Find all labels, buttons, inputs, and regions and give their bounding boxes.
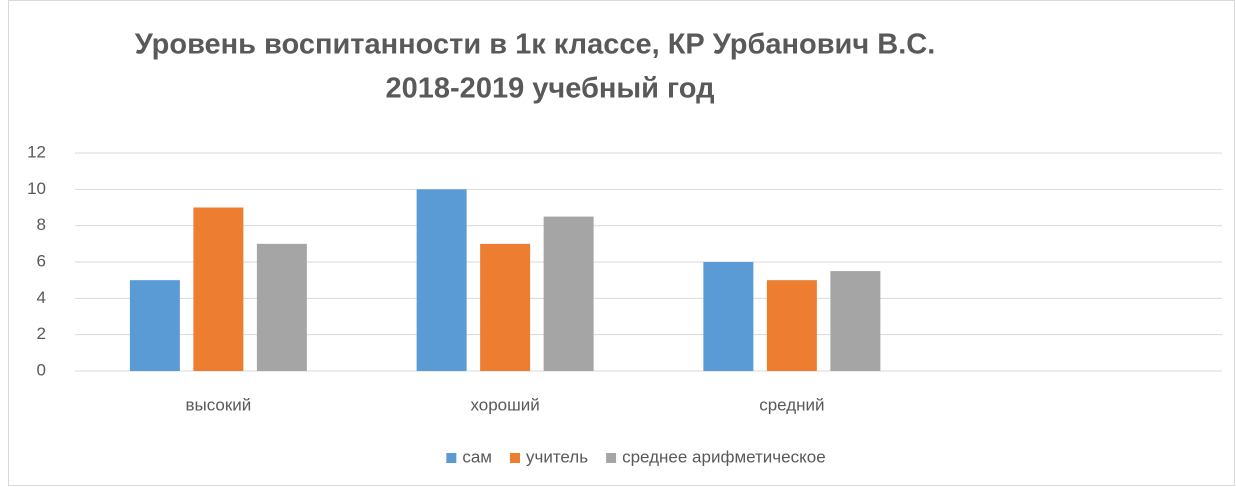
bar xyxy=(543,216,594,371)
y-tick-label: 4 xyxy=(37,288,46,307)
x-tick-label: высокий xyxy=(185,395,251,414)
bar xyxy=(703,262,754,371)
legend-label: сам xyxy=(462,447,492,466)
bar xyxy=(129,280,180,371)
legend-swatch xyxy=(606,453,617,463)
bar xyxy=(766,280,817,371)
y-tick-label: 0 xyxy=(37,360,46,379)
bar xyxy=(193,207,244,371)
x-tick-label: хороший xyxy=(470,395,539,414)
chart-title: Уровень воспитанности в 1к классе, КР Ур… xyxy=(135,29,936,61)
y-tick-label: 12 xyxy=(27,142,46,161)
bar xyxy=(256,243,307,371)
y-tick-label: 2 xyxy=(37,324,46,343)
bar xyxy=(480,243,531,371)
x-tick-label: средний xyxy=(759,395,824,414)
legend-swatch xyxy=(509,453,520,463)
chart-subtitle: 2018-2019 учебный год xyxy=(386,73,715,105)
y-tick-label: 10 xyxy=(27,179,46,198)
legend-label: учитель xyxy=(526,447,588,466)
legend-label: среднее арифметическое xyxy=(622,447,826,466)
y-tick-label: 8 xyxy=(37,215,46,234)
bar xyxy=(830,271,881,371)
y-tick-label: 6 xyxy=(37,251,46,270)
bar xyxy=(416,189,467,371)
legend-swatch xyxy=(446,453,457,463)
